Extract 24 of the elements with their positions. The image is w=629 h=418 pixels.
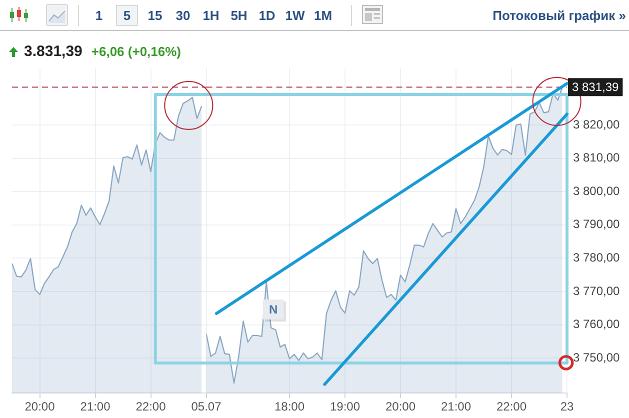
text: Потоковый график » bbox=[492, 8, 626, 22]
x-tick-label: 20:00 bbox=[385, 400, 416, 414]
x-tick-label: 23 bbox=[560, 400, 574, 414]
y-tick-label: 3 770,00 bbox=[573, 284, 620, 298]
annotation: N bbox=[269, 302, 278, 316]
x-tick-label: 22:00 bbox=[496, 400, 527, 414]
y-tick-label: 3 800,00 bbox=[573, 184, 620, 198]
x-tick-label: 18:00 bbox=[274, 400, 305, 414]
x-tick-label: 05.07 bbox=[191, 400, 222, 414]
y-tick-label: 3 820,00 bbox=[573, 117, 620, 132]
y-tick-label: 3 780,00 bbox=[573, 250, 620, 265]
chart-subtitle: +6,06 (+0,16%) bbox=[91, 44, 182, 60]
y-tick-label: 3 760,00 bbox=[573, 317, 620, 332]
y-tick-label: 3 750,00 bbox=[573, 350, 620, 364]
x-tick-label: 22:00 bbox=[136, 400, 166, 414]
text: 1 5 15 30 1H 5H 1D 1W 1M bbox=[95, 8, 332, 22]
y-tick-label: 3 790,00 bbox=[573, 217, 620, 232]
x-tick-label: 21:00 bbox=[440, 400, 472, 414]
x-tick-label: 19:00 bbox=[330, 400, 360, 414]
y-tick-label: 3 810,00 bbox=[573, 150, 620, 165]
x-tick-label: 20:00 bbox=[24, 400, 56, 414]
ref-line-label: 3 831,39 bbox=[572, 80, 620, 94]
chart-title: 3.831,39 bbox=[24, 43, 82, 61]
x-tick-label: 21:00 bbox=[80, 400, 111, 414]
